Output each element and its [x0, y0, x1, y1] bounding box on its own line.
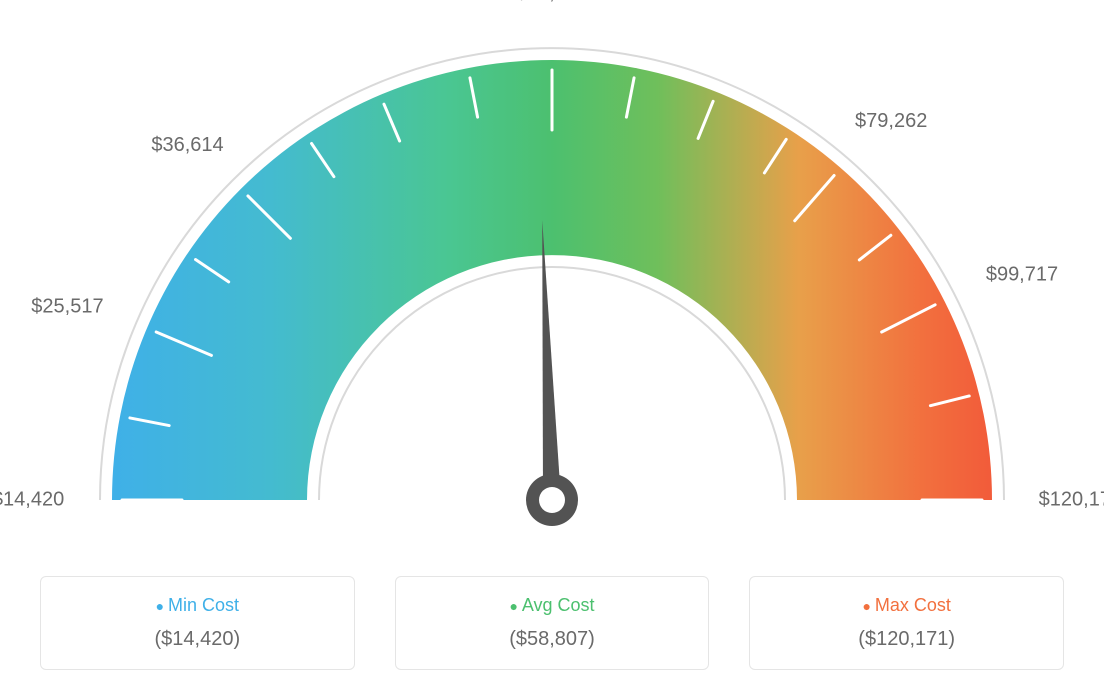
gauge-scale-label: $58,807	[516, 0, 588, 5]
legend-avg-value: ($58,807)	[408, 628, 697, 651]
legend-min-label: Min Cost	[53, 595, 342, 616]
legend-max-cost: Max Cost ($120,171)	[749, 576, 1064, 670]
gauge-scale-label: $14,420	[0, 489, 64, 512]
legend-min-cost: Min Cost ($14,420)	[40, 576, 355, 670]
gauge-chart: $14,420 $25,517 $36,614 $58,807 $79,262 $99,7…	[0, 0, 1104, 560]
legend-max-value: ($120,171)	[762, 628, 1051, 651]
gauge-scale-label: $25,517	[31, 295, 103, 318]
gauge-scale-label: $99,717	[986, 264, 1058, 287]
cost-gauge-container: $14,420 $25,517 $36,614 $58,807 $79,262 $99,7…	[0, 0, 1104, 690]
gauge-svg	[0, 0, 1104, 560]
legend-max-label: Max Cost	[762, 595, 1051, 616]
legend-row: Min Cost ($14,420) Avg Cost ($58,807) Ma…	[0, 576, 1104, 670]
gauge-scale-label: $36,614	[151, 134, 223, 157]
legend-avg-label: Avg Cost	[408, 595, 697, 616]
legend-min-value: ($14,420)	[53, 628, 342, 651]
gauge-scale-label: $79,262	[855, 110, 927, 133]
legend-avg-cost: Avg Cost ($58,807)	[395, 576, 710, 670]
gauge-scale-label: $120,171	[1039, 489, 1104, 512]
